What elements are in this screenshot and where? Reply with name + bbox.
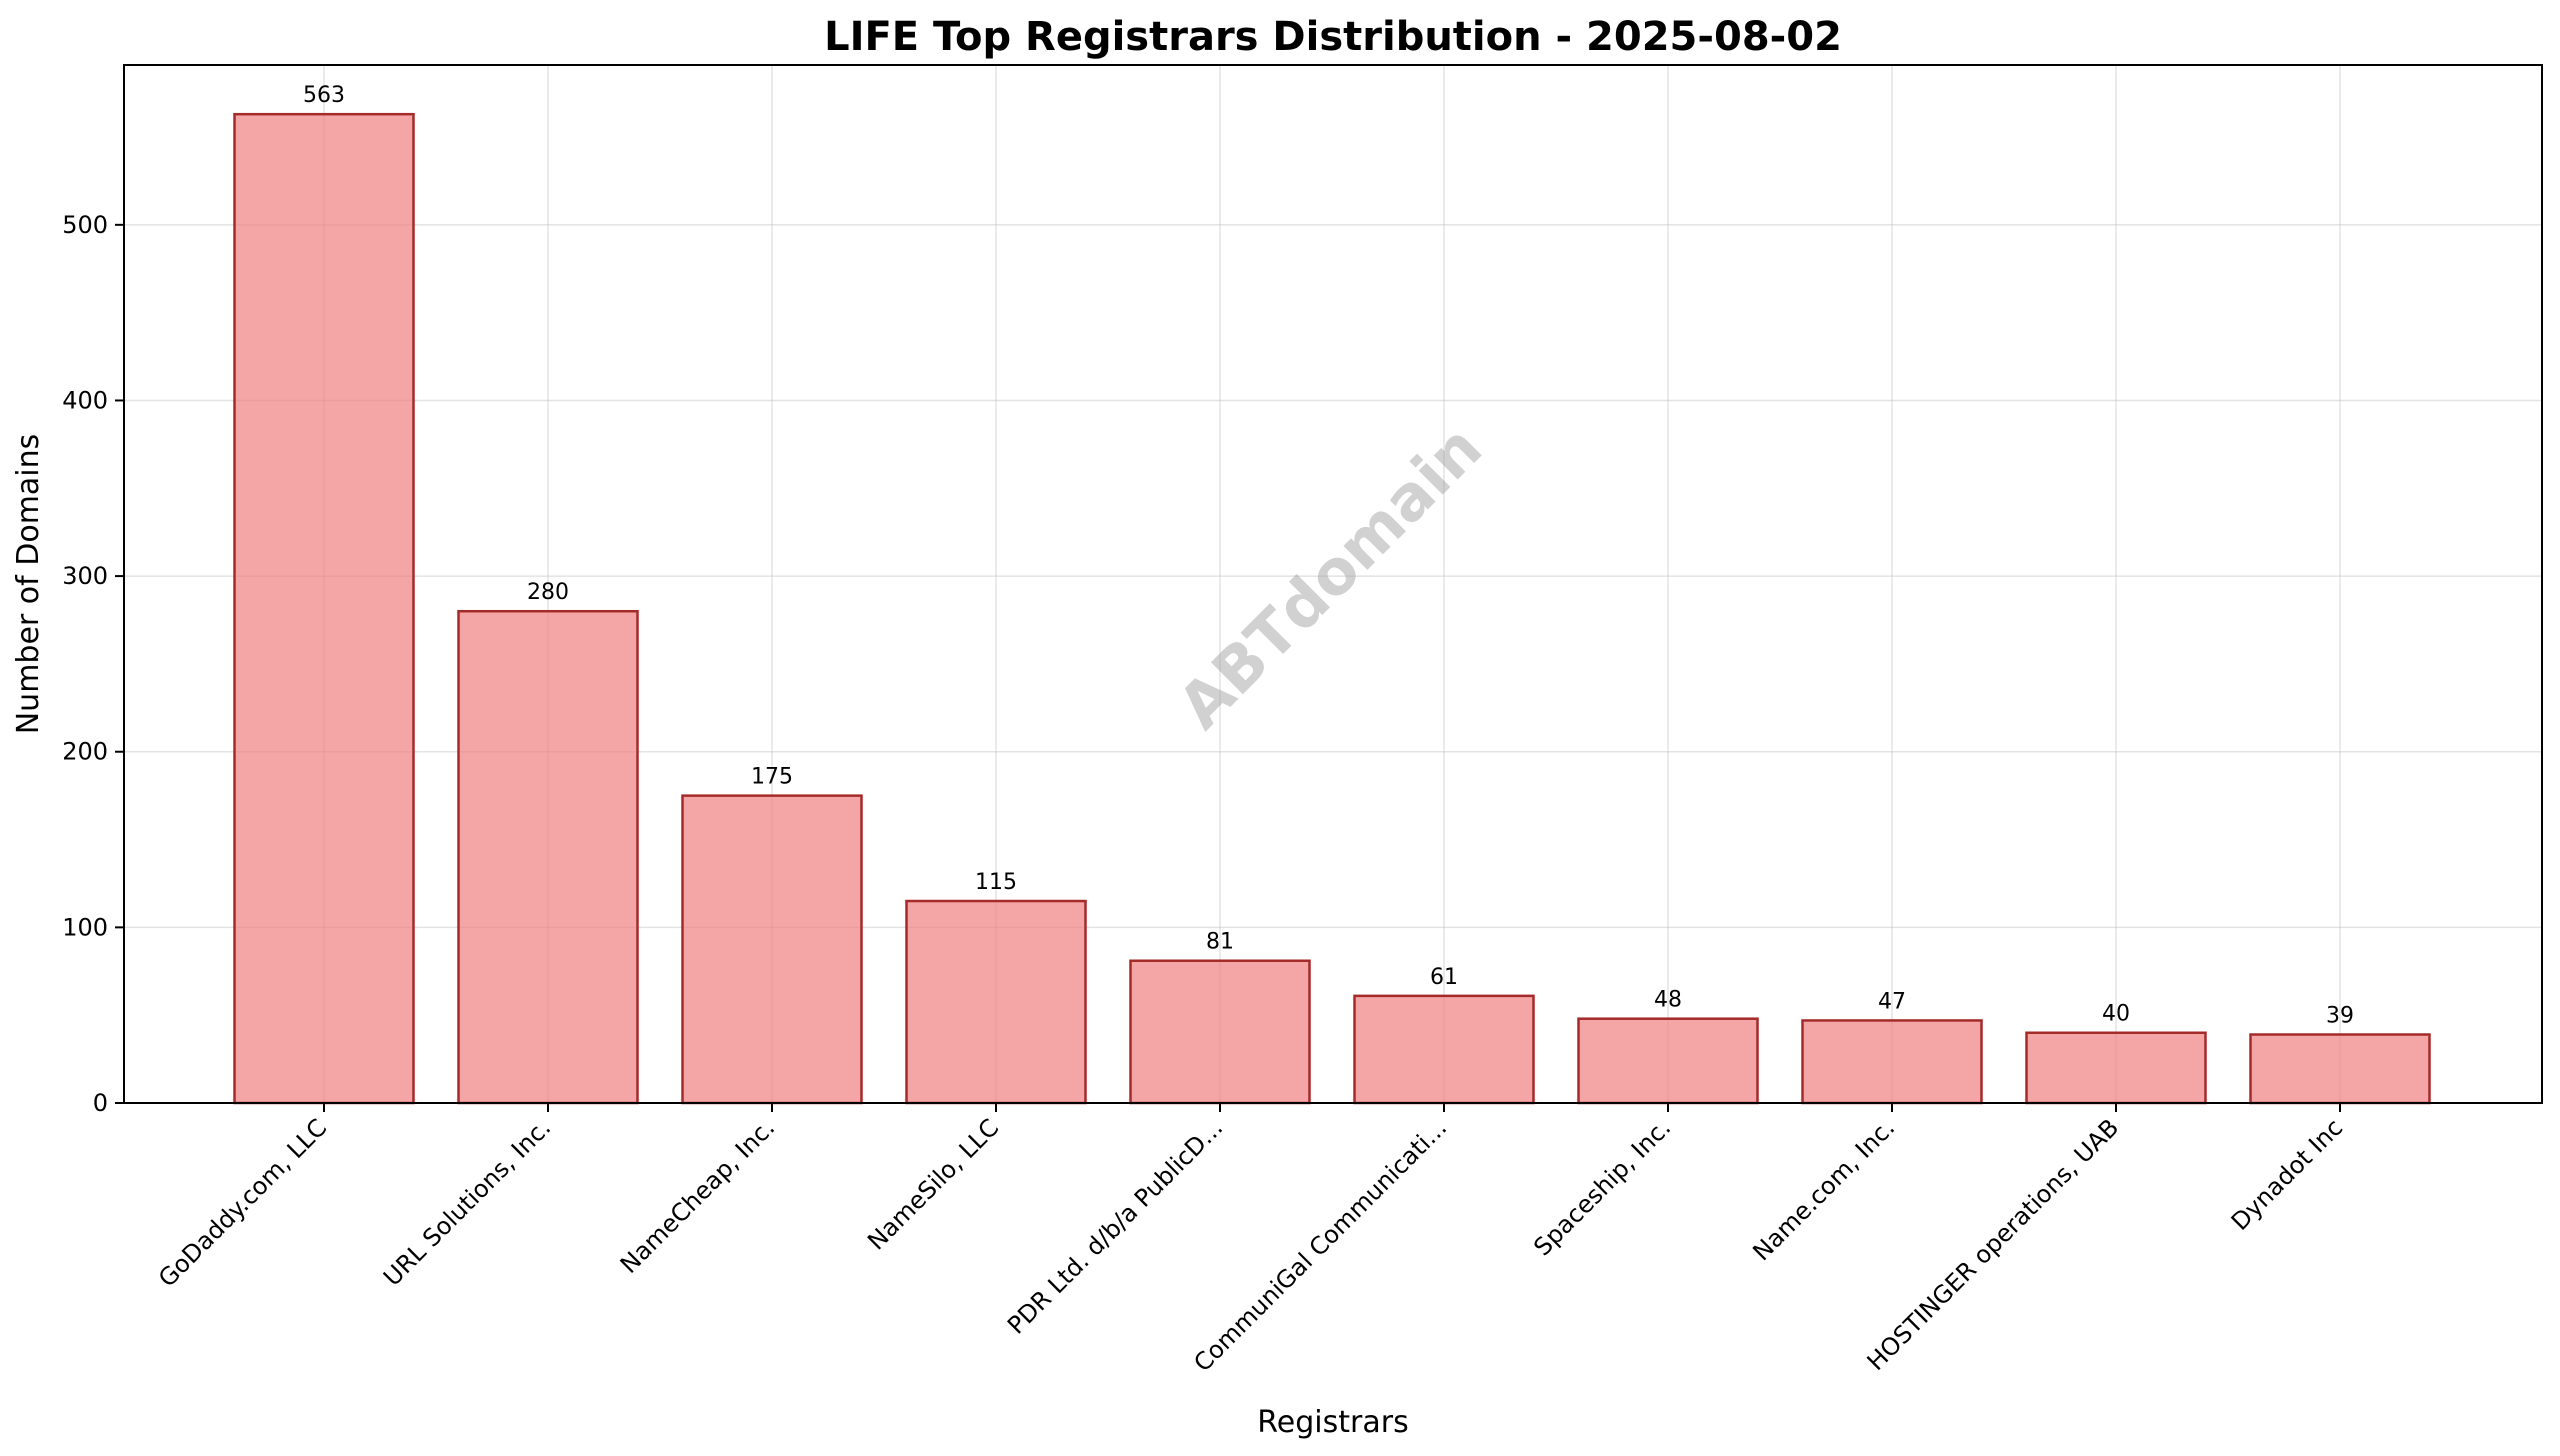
data-label: 61	[1430, 965, 1458, 990]
x-tick-label: GoDaddy.com, LLC	[153, 1113, 332, 1292]
bar	[1801, 1019, 1983, 1105]
y-tick-label: 300	[62, 562, 108, 590]
x-tick-label: NameCheap, Inc.	[615, 1113, 780, 1278]
data-label: 39	[2326, 1004, 2354, 1029]
y-tick-label: 100	[62, 913, 108, 941]
x-tick-label: CommuniGal Communicati...	[1188, 1113, 1452, 1377]
data-label: 115	[975, 870, 1017, 895]
x-axis: GoDaddy.com, LLC URL Solutions, Inc. NameC…	[153, 1103, 2348, 1377]
plot-frame	[123, 64, 2543, 1104]
chart-title: LIFE Top Registrars Distribution - 2025-…	[824, 14, 1842, 60]
x-tick-label: NameSilo, LLC	[862, 1113, 1004, 1255]
data-label: 40	[2102, 1002, 2130, 1027]
bar	[2249, 1033, 2431, 1105]
bar	[1129, 959, 1311, 1105]
data-label: 175	[751, 765, 793, 790]
x-axis-label: Registrars	[1257, 1405, 1408, 1440]
data-label: 48	[1654, 988, 1682, 1013]
x-tick-label: Name.com, Inc.	[1747, 1113, 1900, 1266]
bar	[2025, 1031, 2207, 1105]
bar	[1577, 1017, 1759, 1105]
y-tick-label: 0	[93, 1089, 108, 1117]
y-tick-label: 500	[62, 211, 108, 239]
x-tick-label: Spaceship, Inc.	[1528, 1113, 1676, 1261]
y-axis: 0 100 200 300 400 500	[62, 211, 124, 1117]
bars	[233, 112, 2431, 1105]
x-tick-label: HOSTINGER operations, UAB	[1862, 1113, 2125, 1376]
x-tick-label: URL Solutions, Inc.	[378, 1113, 556, 1291]
watermark-text: ABTdomain	[1164, 411, 1496, 743]
bar	[681, 794, 863, 1105]
y-axis-label: Number of Domains	[11, 434, 46, 735]
x-tick-label: PDR Ltd. d/b/a PublicD...	[1002, 1113, 1228, 1339]
y-tick-label: 200	[62, 738, 108, 766]
x-tick-label: Dynadot Inc	[2226, 1113, 2348, 1235]
data-label: 47	[1878, 989, 1906, 1014]
bar	[457, 609, 639, 1105]
bar	[1353, 994, 1535, 1105]
value-labels: 563 280 175 115 81 61 48 47 40 39	[303, 83, 2354, 1028]
y-tick-label: 400	[62, 386, 108, 414]
data-label: 563	[303, 83, 345, 108]
data-label: 280	[527, 580, 569, 605]
data-label: 81	[1206, 930, 1234, 955]
bar	[233, 112, 415, 1105]
bar	[905, 899, 1087, 1105]
